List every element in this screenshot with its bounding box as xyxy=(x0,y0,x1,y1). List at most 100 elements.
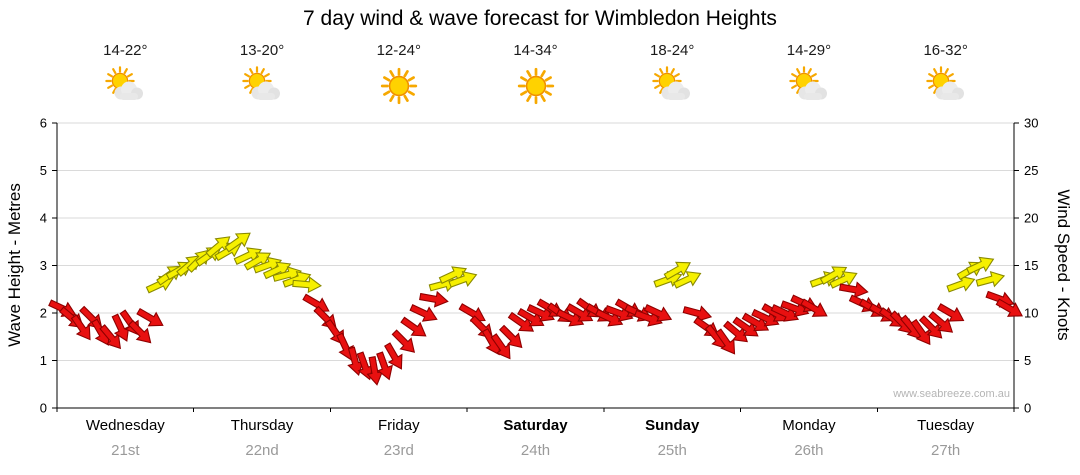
sun-ray xyxy=(107,84,114,89)
strong-wind-arrow xyxy=(438,266,468,284)
day-name-label: Wednesday xyxy=(85,417,165,434)
strong-wind-arrow xyxy=(975,270,1006,288)
wind-arrow xyxy=(594,308,624,327)
wind-arrow xyxy=(136,307,164,327)
light-wind-arrow xyxy=(918,315,943,339)
wind-arrow xyxy=(555,308,585,327)
sun-ray xyxy=(796,87,801,94)
wind-arrow xyxy=(243,252,272,271)
strong-wind-arrow xyxy=(829,271,858,289)
sun-ray xyxy=(659,68,664,75)
sun-ray xyxy=(670,68,676,75)
day-temperature-range: 14-22° xyxy=(103,42,148,59)
light-wind-arrow xyxy=(565,303,594,322)
light-wind-arrow xyxy=(336,332,354,361)
wind-arrow xyxy=(682,305,713,322)
sun-ray xyxy=(407,90,415,96)
day-name-label: Saturday xyxy=(503,417,568,434)
day-temperature-range: 16-32° xyxy=(923,42,968,59)
light-wind-arrow xyxy=(391,329,416,353)
weather-icon-wrap xyxy=(99,64,151,108)
strong-wind-arrow xyxy=(262,261,292,280)
light-wind-arrow xyxy=(751,308,780,327)
sun-icon xyxy=(517,67,554,105)
wind-arrow xyxy=(946,275,976,293)
light-wind-arrow xyxy=(347,346,364,376)
light-wind-arrow xyxy=(910,318,931,346)
sun-ray xyxy=(791,84,797,89)
strong-wind-arrow xyxy=(673,271,702,289)
sun-disc xyxy=(525,75,546,97)
weather-icon-wrap xyxy=(920,64,972,108)
sun-ray xyxy=(674,73,681,78)
sun-ray xyxy=(107,73,114,78)
sun-ray xyxy=(544,76,552,82)
wind-arrow xyxy=(419,290,449,308)
strong-wind-arrow xyxy=(243,252,272,271)
wind-arrow xyxy=(356,351,374,381)
day-date-label: 26th xyxy=(794,442,824,459)
day-temperature-range: 14-34° xyxy=(513,42,558,59)
wind-arrow xyxy=(565,303,594,322)
cloud-shape xyxy=(251,81,281,100)
wind-arrow xyxy=(643,304,673,322)
wind-arrow xyxy=(770,304,800,322)
wind-arrow xyxy=(819,266,848,285)
light-wind-arrow xyxy=(99,324,122,350)
right-tick-label: 30 xyxy=(1024,116,1038,131)
light-wind-arrow xyxy=(70,314,91,341)
sun-ray xyxy=(525,94,532,102)
light-wind-arrow xyxy=(555,308,585,327)
light-wind-arrow xyxy=(499,324,523,349)
sun-ray xyxy=(389,94,395,102)
wind-arrow xyxy=(292,276,322,294)
day-name-label: Tuesday xyxy=(917,417,975,434)
light-wind-arrow xyxy=(490,333,511,360)
wind-arrow xyxy=(995,298,1023,317)
sun-ray xyxy=(659,87,664,94)
wind-arrow xyxy=(507,311,535,332)
wind-arrow xyxy=(936,303,965,322)
cloud-shape xyxy=(935,81,964,100)
wind-arrow xyxy=(400,316,427,337)
wind-arrow xyxy=(838,281,869,299)
day-date-label: 21st xyxy=(111,442,140,459)
light-wind-arrow xyxy=(526,304,555,322)
sun-ray xyxy=(407,76,415,82)
sun-ray xyxy=(525,70,532,78)
wind-arrow xyxy=(347,346,364,376)
left-tick-label: 2 xyxy=(40,306,47,321)
day-temperature-range: 18-24° xyxy=(650,42,695,59)
day-date-label: 27th xyxy=(931,442,961,459)
sun-ray xyxy=(539,94,546,102)
day-date-label: 24th xyxy=(520,442,551,459)
left-tick-label: 0 xyxy=(40,401,47,416)
light-wind-arrow xyxy=(770,304,800,322)
cloud-shape xyxy=(114,81,144,100)
sun-ray xyxy=(403,94,409,102)
light-wind-arrow xyxy=(838,281,869,299)
wind-arrow xyxy=(715,328,736,355)
day-name-label: Thursday xyxy=(230,417,294,434)
sun-ray xyxy=(927,84,934,89)
strong-wind-arrow xyxy=(819,266,848,285)
sun-ray xyxy=(944,68,949,75)
wind-arrow xyxy=(517,307,545,327)
left-tick-label: 4 xyxy=(40,211,47,226)
wind-arrow xyxy=(966,256,995,275)
wind-arrow xyxy=(99,324,122,350)
strong-wind-arrow xyxy=(946,275,976,293)
left-tick-label: 5 xyxy=(40,163,47,178)
left-tick-label: 3 xyxy=(40,258,47,273)
day-name-label: Friday xyxy=(377,417,420,434)
light-wind-arrow xyxy=(409,304,438,322)
right-tick-label: 20 xyxy=(1024,211,1038,226)
weather-icon-wrap xyxy=(783,64,835,108)
wind-arrow xyxy=(391,329,416,353)
weather-icon-wrap xyxy=(646,64,698,108)
light-wind-arrow xyxy=(732,316,759,337)
day-date-label: 23rd xyxy=(383,442,414,459)
sun-ray xyxy=(519,90,527,96)
sun-ray xyxy=(382,76,391,82)
light-wind-arrow xyxy=(741,312,770,332)
